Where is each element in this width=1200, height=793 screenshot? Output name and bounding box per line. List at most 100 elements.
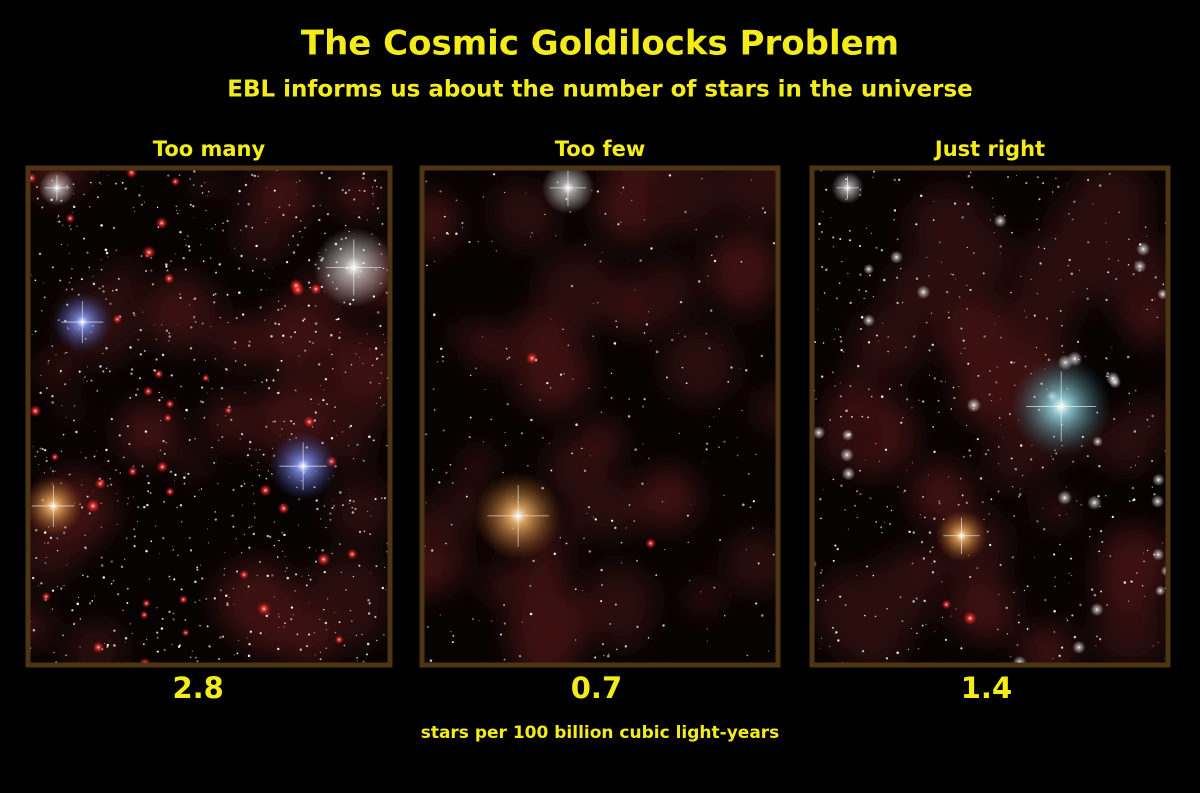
star bbox=[916, 632, 918, 635]
star bbox=[198, 489, 200, 491]
star bbox=[201, 192, 204, 194]
star bbox=[130, 372, 133, 375]
star bbox=[615, 320, 617, 323]
star bbox=[165, 265, 168, 268]
star bbox=[322, 398, 325, 402]
star bbox=[376, 185, 378, 188]
star bbox=[1026, 627, 1029, 630]
star bbox=[234, 247, 236, 249]
star bbox=[997, 463, 1000, 465]
star bbox=[915, 277, 919, 280]
star bbox=[362, 172, 366, 175]
star bbox=[338, 336, 341, 340]
star bbox=[248, 643, 251, 646]
star bbox=[263, 258, 266, 261]
star bbox=[973, 252, 975, 254]
star bbox=[169, 578, 171, 580]
star bbox=[353, 198, 356, 201]
star bbox=[226, 219, 229, 223]
star bbox=[705, 332, 708, 335]
star bbox=[424, 545, 426, 547]
star bbox=[914, 335, 916, 337]
star bbox=[472, 618, 474, 620]
star bbox=[326, 598, 329, 600]
star bbox=[79, 618, 82, 620]
star bbox=[166, 269, 169, 272]
star bbox=[137, 506, 140, 509]
star bbox=[1016, 175, 1018, 177]
star bbox=[117, 593, 120, 596]
star bbox=[139, 353, 142, 356]
star bbox=[373, 195, 375, 197]
star bbox=[824, 268, 828, 272]
star bbox=[65, 654, 67, 657]
star bbox=[890, 509, 893, 512]
star bbox=[893, 209, 897, 212]
star bbox=[869, 497, 872, 500]
star bbox=[233, 604, 235, 606]
star bbox=[681, 366, 684, 369]
star bbox=[205, 597, 208, 600]
star bbox=[366, 333, 368, 335]
star bbox=[1106, 241, 1107, 243]
white-star bbox=[1136, 242, 1151, 257]
star bbox=[51, 470, 55, 473]
star bbox=[723, 494, 725, 496]
star bbox=[562, 328, 564, 330]
star bbox=[426, 264, 428, 267]
star bbox=[332, 368, 334, 370]
star bbox=[821, 231, 823, 233]
star bbox=[195, 656, 197, 659]
star bbox=[133, 545, 136, 548]
star bbox=[842, 351, 845, 353]
star bbox=[282, 342, 284, 344]
footnote: stars per 100 billion cubic light-years bbox=[421, 723, 780, 743]
red-star bbox=[112, 314, 123, 324]
star bbox=[294, 389, 297, 392]
star bbox=[199, 244, 202, 246]
star bbox=[190, 656, 192, 659]
star bbox=[123, 558, 126, 560]
nebula-cloud bbox=[722, 168, 778, 224]
star bbox=[822, 584, 824, 587]
star bbox=[527, 464, 529, 467]
star bbox=[1101, 540, 1104, 544]
star bbox=[271, 420, 274, 423]
star bbox=[599, 260, 602, 263]
star bbox=[445, 542, 447, 545]
star bbox=[643, 332, 646, 334]
star bbox=[298, 355, 300, 357]
star bbox=[915, 223, 918, 226]
star bbox=[142, 311, 144, 313]
star bbox=[450, 523, 453, 526]
star bbox=[273, 596, 276, 598]
star bbox=[1026, 585, 1029, 588]
star bbox=[834, 544, 837, 547]
star bbox=[325, 402, 329, 406]
star bbox=[939, 241, 941, 243]
white-star bbox=[993, 214, 1007, 228]
star bbox=[168, 264, 170, 266]
star bbox=[837, 639, 840, 642]
star bbox=[965, 424, 968, 427]
star bbox=[706, 442, 709, 445]
star bbox=[213, 301, 216, 304]
star bbox=[179, 296, 182, 299]
star bbox=[530, 418, 533, 422]
star bbox=[677, 333, 679, 334]
star bbox=[647, 637, 650, 639]
star bbox=[379, 325, 382, 327]
star bbox=[993, 232, 995, 234]
star bbox=[969, 454, 972, 457]
star bbox=[749, 216, 751, 218]
star bbox=[193, 217, 195, 219]
star bbox=[596, 190, 600, 193]
nebula-cloud bbox=[938, 297, 1016, 374]
star bbox=[98, 181, 101, 184]
star bbox=[253, 502, 256, 505]
star bbox=[583, 469, 587, 472]
star bbox=[1126, 355, 1130, 359]
star bbox=[264, 272, 266, 274]
star bbox=[559, 373, 563, 376]
star bbox=[121, 181, 124, 184]
